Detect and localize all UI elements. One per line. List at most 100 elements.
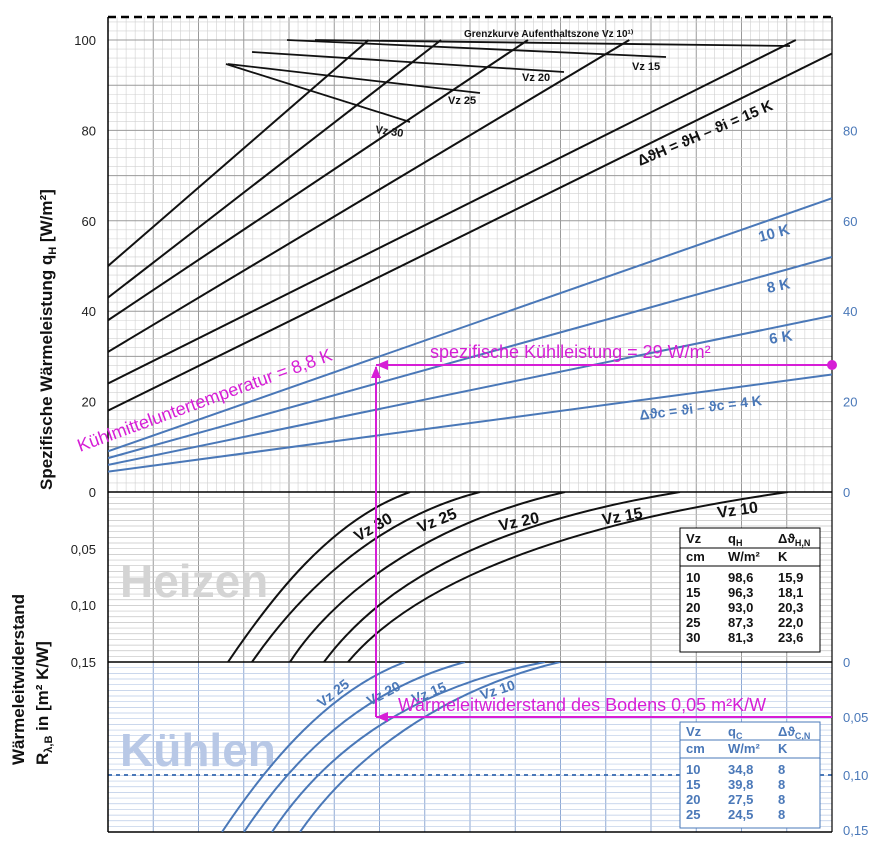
cooling-label-6k: 6 K bbox=[768, 327, 794, 347]
limit-label-vz15: Vz 15 bbox=[632, 61, 660, 73]
th-heating-vz: Vz bbox=[686, 531, 702, 546]
table-heating-cell: 22,0 bbox=[778, 615, 803, 630]
y-tick-right: 80 bbox=[843, 123, 857, 138]
y-axis-title: Spezifische Wärmeleistung qH [W/m²] bbox=[37, 189, 59, 490]
limit-curve-2 bbox=[251, 51, 565, 73]
table-heating-cell: 87,3 bbox=[728, 615, 753, 630]
y-tick-left: 0 bbox=[89, 485, 96, 500]
cooling-line-4k bbox=[108, 373, 832, 473]
r-tick-cooling: 0,15 bbox=[843, 823, 868, 838]
heating-rb-curve-1 bbox=[251, 492, 481, 662]
r-tick-cooling: 0 bbox=[843, 655, 850, 670]
table-heating-cell: 81,3 bbox=[728, 630, 753, 645]
cooling-label-8k: 8 K bbox=[765, 275, 792, 297]
grid-heating-top bbox=[108, 17, 832, 492]
table-heating-cell: 23,6 bbox=[778, 630, 803, 645]
y-tick-right: 60 bbox=[843, 214, 857, 229]
cooling-line-10k bbox=[108, 197, 832, 453]
table-heating-cell: 25 bbox=[686, 615, 700, 630]
heating-line-5 bbox=[108, 39, 370, 267]
limit-curve-1 bbox=[286, 39, 667, 58]
r-tick-heating: 0,15 bbox=[71, 655, 96, 670]
tu-cooling-0: cm bbox=[686, 741, 705, 756]
tu-heating-0: cm bbox=[686, 549, 705, 564]
tu-cooling-2: K bbox=[778, 741, 788, 756]
table-cooling-cell: 39,8 bbox=[728, 777, 753, 792]
heating-line-3 bbox=[108, 39, 529, 322]
y-tick-right: 40 bbox=[843, 304, 857, 319]
table-heating-cell: 93,0 bbox=[728, 600, 753, 615]
table-cooling-cell: 8 bbox=[778, 792, 785, 807]
r-tick-cooling: 0,10 bbox=[843, 768, 868, 783]
limit-label-vz30: Vz 30 bbox=[375, 124, 405, 140]
table-cooling-cell: 27,5 bbox=[728, 792, 753, 807]
cooling-resistance-curves bbox=[221, 662, 561, 832]
table-heating-cell: 15 bbox=[686, 585, 700, 600]
heating-rb-label-vz10: Vz 10 bbox=[716, 499, 759, 522]
table-heating-cell: 15,9 bbox=[778, 570, 803, 585]
heating-line-1 bbox=[108, 39, 797, 385]
example-arrow-left bbox=[376, 360, 388, 370]
r-axis-title-line2: Rλ,B in [m² K/W] bbox=[33, 641, 55, 765]
table-cooling-cell: 25 bbox=[686, 807, 700, 822]
heating-rb-curve-4 bbox=[347, 492, 789, 662]
example-arrow-up bbox=[371, 366, 381, 378]
cooling-rb-curve-2 bbox=[271, 662, 546, 832]
cooling-line-6k bbox=[108, 314, 832, 466]
heating-rb-curve-3 bbox=[323, 492, 681, 662]
y-tick-left: 60 bbox=[82, 214, 96, 229]
y-tick-left: 20 bbox=[82, 395, 96, 410]
annotation-bodenwiderstand: Wärmeleitwiderstand des Bodens 0,05 m²K/… bbox=[398, 695, 766, 715]
limit-curve-3 bbox=[227, 63, 481, 94]
limit-curve-0 bbox=[314, 39, 791, 47]
example-arrow-left-bottom bbox=[376, 712, 388, 722]
cooling-line-8k bbox=[108, 255, 832, 460]
table-heating-cell: 96,3 bbox=[728, 585, 753, 600]
tu-cooling-1: W/m² bbox=[728, 741, 760, 756]
example-point bbox=[827, 360, 837, 370]
table-cooling-cell: 20 bbox=[686, 792, 700, 807]
table-heating-cell: 30 bbox=[686, 630, 700, 645]
table-heating-cell: 10 bbox=[686, 570, 700, 585]
heating-line-0 bbox=[108, 52, 832, 412]
limit-label-vz20: Vz 20 bbox=[522, 72, 550, 84]
table-cooling-cell: 15 bbox=[686, 777, 700, 792]
y-tick-right: 20 bbox=[843, 395, 857, 410]
th-cooling-vz: Vz bbox=[686, 724, 702, 739]
r-tick-heating: 0,10 bbox=[71, 598, 96, 613]
table-cooling-cell: 34,8 bbox=[728, 762, 753, 777]
limit-label-vz25: Vz 25 bbox=[448, 95, 476, 107]
table-cooling-cell: 8 bbox=[778, 807, 785, 822]
y-tick-left: 80 bbox=[82, 123, 96, 138]
cooling-rb-curve-1 bbox=[243, 662, 466, 832]
r-tick-cooling: 0,05 bbox=[843, 710, 868, 725]
heating-rb-label-vz15: Vz 15 bbox=[601, 505, 644, 529]
table-heating: Vz qH ΔϑH,N cm W/m² K 10 98,6 15,915 96,3 18… bbox=[679, 527, 821, 653]
cooling-rb-curve-3 bbox=[299, 662, 561, 832]
tu-heating-2: K bbox=[778, 549, 788, 564]
heating-rb-curve-0 bbox=[227, 492, 411, 662]
table-cooling-cell: 24,5 bbox=[728, 807, 753, 822]
y-tick-right: 0 bbox=[843, 485, 850, 500]
r-axis-title-line1: Wärmeleitwiderstand bbox=[9, 594, 28, 765]
y-tick-left: 100 bbox=[74, 33, 96, 48]
table-cooling-cell: 10 bbox=[686, 762, 700, 777]
table-heating-cell: 18,1 bbox=[778, 585, 803, 600]
heating-line-2 bbox=[108, 39, 630, 353]
table-cooling: Vz qC ΔϑC,N cm W/m² K 10 34,8 815 39,8 820 27… bbox=[679, 721, 821, 829]
table-cooling-cell: 8 bbox=[778, 777, 785, 792]
region-cooling-label: Kühlen bbox=[120, 724, 276, 776]
table-heating-cell: 98,6 bbox=[728, 570, 753, 585]
r-tick-heating: 0,05 bbox=[71, 542, 96, 557]
limit-curve-4 bbox=[225, 63, 411, 123]
table-heating-cell: 20 bbox=[686, 600, 700, 615]
y-tick-left: 40 bbox=[82, 304, 96, 319]
tu-heating-1: W/m² bbox=[728, 549, 760, 564]
table-cooling-cell: 8 bbox=[778, 762, 785, 777]
cooling-rb-curve-0 bbox=[221, 662, 406, 832]
heating-rb-curve-2 bbox=[289, 492, 566, 662]
heating-cooling-lines bbox=[108, 39, 832, 473]
region-heating-label: Heizen bbox=[120, 555, 268, 607]
annotation-kuehlleistung: spezifische Kühlleistung = 29 W/m² bbox=[430, 342, 711, 362]
